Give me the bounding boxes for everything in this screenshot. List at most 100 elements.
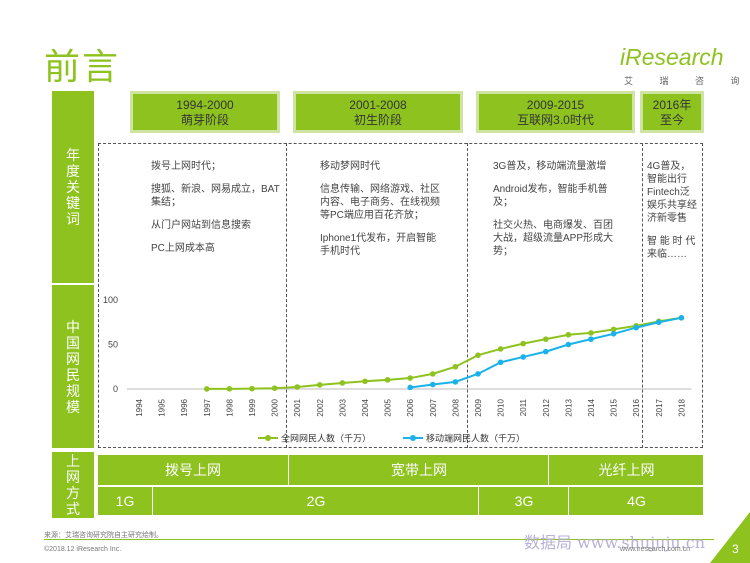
x-tick-label: 2003 (338, 398, 347, 416)
data-point (678, 315, 685, 321)
x-tick-label: 2001 (293, 398, 302, 416)
data-point (271, 385, 278, 391)
period-years: 2009-2015 (526, 98, 585, 112)
access-band-row-1: 拨号上网 宽带上网 光纤上网 (98, 455, 703, 485)
data-point (475, 371, 481, 377)
data-point (430, 381, 436, 388)
logo-subtitle: 艾 瑞 咨 询 (624, 76, 750, 86)
access-band-row-2: 1G 2G 3G 4G (98, 487, 703, 515)
x-tick-label: 1994 (135, 398, 144, 416)
data-point (452, 379, 459, 385)
x-tick-label: 2002 (316, 398, 325, 416)
x-tick-label: 1996 (180, 398, 189, 416)
keyword-item: 信息传输、网络游戏、社区内容、电子商务、在线视频等PC端应用百花齐放； (320, 184, 440, 221)
data-point (226, 386, 233, 392)
period-header-2: 2001-2008 初生阶段 (293, 91, 463, 133)
data-point (339, 380, 346, 386)
data-point (610, 326, 617, 333)
access-3g: 3G (478, 487, 569, 515)
access-4g: 4G (568, 487, 704, 515)
period-name: 至今 (659, 113, 684, 127)
period-years: 2001-2008 (349, 98, 407, 112)
x-tick-label: 2010 (497, 398, 506, 416)
keyword-item: PC上网成本高 (151, 243, 215, 254)
side-label-access-text: 上网方式 (66, 453, 80, 517)
x-tick-label: 2006 (406, 398, 415, 416)
copyright: ©2018.12 iResearch Inc. (44, 546, 122, 553)
x-tick-label: 2005 (384, 398, 393, 416)
legend-label: 移动端网民人数（千万） (426, 433, 525, 444)
data-point (633, 324, 639, 331)
side-label-access: 上网方式 (52, 452, 94, 518)
page-title: 前言 (44, 47, 121, 88)
x-tick-label: 2014 (587, 398, 596, 416)
period-years: 2016年 (652, 98, 692, 112)
footer-url[interactable]: www.iresearch.com.cn (620, 546, 691, 553)
data-point (475, 352, 481, 358)
keywords-period-2: 移动梦网时代 信息传输、网络游戏、社区内容、电子商务、在线视频等PC端应用百花齐… (320, 160, 440, 268)
logo-brand: iResearch (620, 44, 724, 70)
x-tick-label: 2011 (519, 398, 528, 416)
period-name: 初生阶段 (353, 113, 402, 127)
x-tick-label: 2017 (655, 398, 664, 416)
data-point (294, 384, 300, 390)
keyword-item: 3G普及，移动端流量激增 (493, 161, 607, 172)
footer-divider (44, 539, 714, 540)
data-point (543, 348, 549, 355)
access-dialup: 拨号上网 (165, 462, 221, 478)
data-point (588, 336, 594, 342)
x-tick-label: 2000 (271, 398, 280, 416)
data-point (610, 331, 617, 337)
data-point (317, 382, 323, 388)
x-tick-label: 2013 (564, 398, 573, 416)
x-tick-label: 1995 (158, 398, 167, 416)
iresearch-logo: iResearch 艾 瑞 咨 询 (620, 44, 740, 86)
access-fiber: 光纤上网 (548, 455, 704, 485)
side-label-netizens: 中国网民规模 (52, 285, 94, 448)
keyword-item: 社交火热、电商爆发、百团大战，超级流量APP形成大势； (493, 220, 614, 257)
legend-swatch-dot (410, 435, 416, 441)
keyword-item: Iphone1代发布，开启智能手机时代 (320, 233, 437, 257)
data-point (362, 378, 368, 385)
data-point (249, 385, 255, 392)
page-number-corner (710, 512, 750, 563)
keyword-item: 4G普及，智能出行Fintech泛娱乐共享经济新零售 (647, 161, 697, 224)
x-tick-label: 2009 (474, 398, 483, 416)
keyword-item: 智 能 时 代来临…… (647, 236, 696, 260)
x-tick-label: 2004 (361, 398, 370, 416)
watermark: 数据局 www.shujuju.cn (524, 533, 706, 552)
data-point (588, 330, 594, 336)
keyword-item: 拨号上网时代； (151, 161, 221, 172)
keyword-item: 移动梦网时代 (320, 161, 380, 172)
keywords-period-4: 4G普及，智能出行Fintech泛娱乐共享经济新零售 智 能 时 代来临…… (647, 160, 697, 271)
y-tick-label: 50 (108, 340, 118, 350)
keywords-period-3: 3G普及，移动端流量激增 Android发布，智能手机普及； 社交火热、电商爆发… (493, 160, 618, 268)
access-2g: 2G (152, 487, 479, 515)
legend-label: 全网网民人数（千万） (281, 433, 371, 444)
data-point (497, 359, 504, 366)
series-line (206, 316, 682, 390)
access-1g: 1G (115, 493, 135, 509)
data-point (407, 384, 414, 391)
keyword-item: 搜狐、新浪、网易成立，BAT集结； (151, 184, 280, 208)
x-tick-label: 2007 (429, 398, 438, 416)
data-point (656, 319, 662, 326)
y-tick-label: 100 (103, 295, 118, 305)
side-label-netizens-text: 中国网民规模 (66, 318, 80, 415)
x-tick-label: 1998 (225, 398, 234, 416)
period-divider (286, 143, 287, 448)
period-name: 互联网3.0时代 (517, 113, 594, 127)
period-years: 1994-2000 (176, 98, 234, 112)
data-point (520, 354, 526, 360)
source-note: 来源：艾瑞咨询研究院自主研究绘制。 (44, 532, 163, 539)
page-number: 3 (732, 542, 739, 556)
x-tick-label: 2012 (542, 398, 551, 416)
data-point (543, 336, 549, 342)
data-point (497, 346, 504, 352)
keyword-item: 从门户网站到信息搜索 (151, 220, 251, 231)
x-tick-label: 2008 (451, 398, 460, 416)
legend-swatch-dot (265, 435, 271, 441)
period-divider (467, 143, 468, 448)
x-tick-label: 2015 (610, 398, 619, 416)
period-name: 萌芽阶段 (180, 113, 229, 127)
